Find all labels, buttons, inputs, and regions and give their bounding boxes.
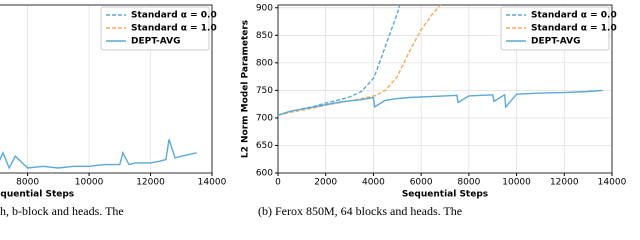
- legend-label: DEPT-AVG: [531, 37, 580, 47]
- y-tick-label: 600: [256, 169, 273, 179]
- y-tick-label: 850: [256, 31, 273, 41]
- legend-label: Standard α = 0.0: [131, 11, 217, 21]
- legend-box: [500, 6, 610, 51]
- legend-box: [100, 6, 210, 51]
- y-axis-label: L2 Norm Model Parameters: [241, 20, 251, 158]
- x-tick-label: 8000: [16, 178, 39, 188]
- series-line: [0, 139, 197, 170]
- y-tick-label: 650: [256, 141, 273, 151]
- series-line: [278, 5, 442, 116]
- chart: 0 2000 4000 6000 8000 10000 12000 14000 600 650 70…: [241, 3, 627, 200]
- plot-frame: [277, 4, 613, 174]
- x-tick-label: 14000: [598, 178, 627, 188]
- x-tick-label: 12000: [550, 178, 579, 188]
- x-tick-label: 14000: [198, 178, 227, 188]
- y-tick-label: 700: [256, 113, 273, 123]
- x-tick-label: 0: [275, 178, 281, 188]
- x-tick-label: 10000: [75, 178, 104, 188]
- x-axis-label: Sequential Steps: [402, 190, 488, 200]
- series-line: [278, 5, 401, 116]
- plot-frame: [0, 4, 213, 174]
- caption-left: h, b-block and heads. The: [0, 204, 124, 218]
- x-tick-label: 12000: [136, 178, 165, 188]
- x-axis-label: Sequential Steps: [0, 190, 74, 200]
- legend-label: Standard α = 1.0: [131, 24, 217, 34]
- figure: h, b-block and heads. The (b) Ferox 850M…: [0, 3, 627, 218]
- legend-label: Standard α = 0.0: [531, 11, 617, 21]
- x-tick-label: 4000: [362, 178, 385, 188]
- chart: 60008000100001200014000Sequential StepsS…: [0, 4, 227, 200]
- y-tick-label: 900: [256, 3, 273, 13]
- x-tick-label: 8000: [457, 178, 480, 188]
- x-tick-label: 2000: [314, 178, 337, 188]
- page: {"chart_data": [ {"type": "line", "xlabe…: [0, 3, 627, 218]
- y-tick-label: 800: [256, 58, 273, 68]
- series-line: [278, 89, 603, 116]
- x-tick-label: 10000: [502, 178, 531, 188]
- x-tick-label: 6000: [410, 178, 433, 188]
- y-tick-label: 750: [256, 86, 273, 96]
- legend-label: Standard α = 1.0: [531, 24, 617, 34]
- legend-label: DEPT-AVG: [131, 37, 180, 47]
- caption-right: (b) Ferox 850M, 64 blocks and heads. The: [258, 204, 462, 218]
